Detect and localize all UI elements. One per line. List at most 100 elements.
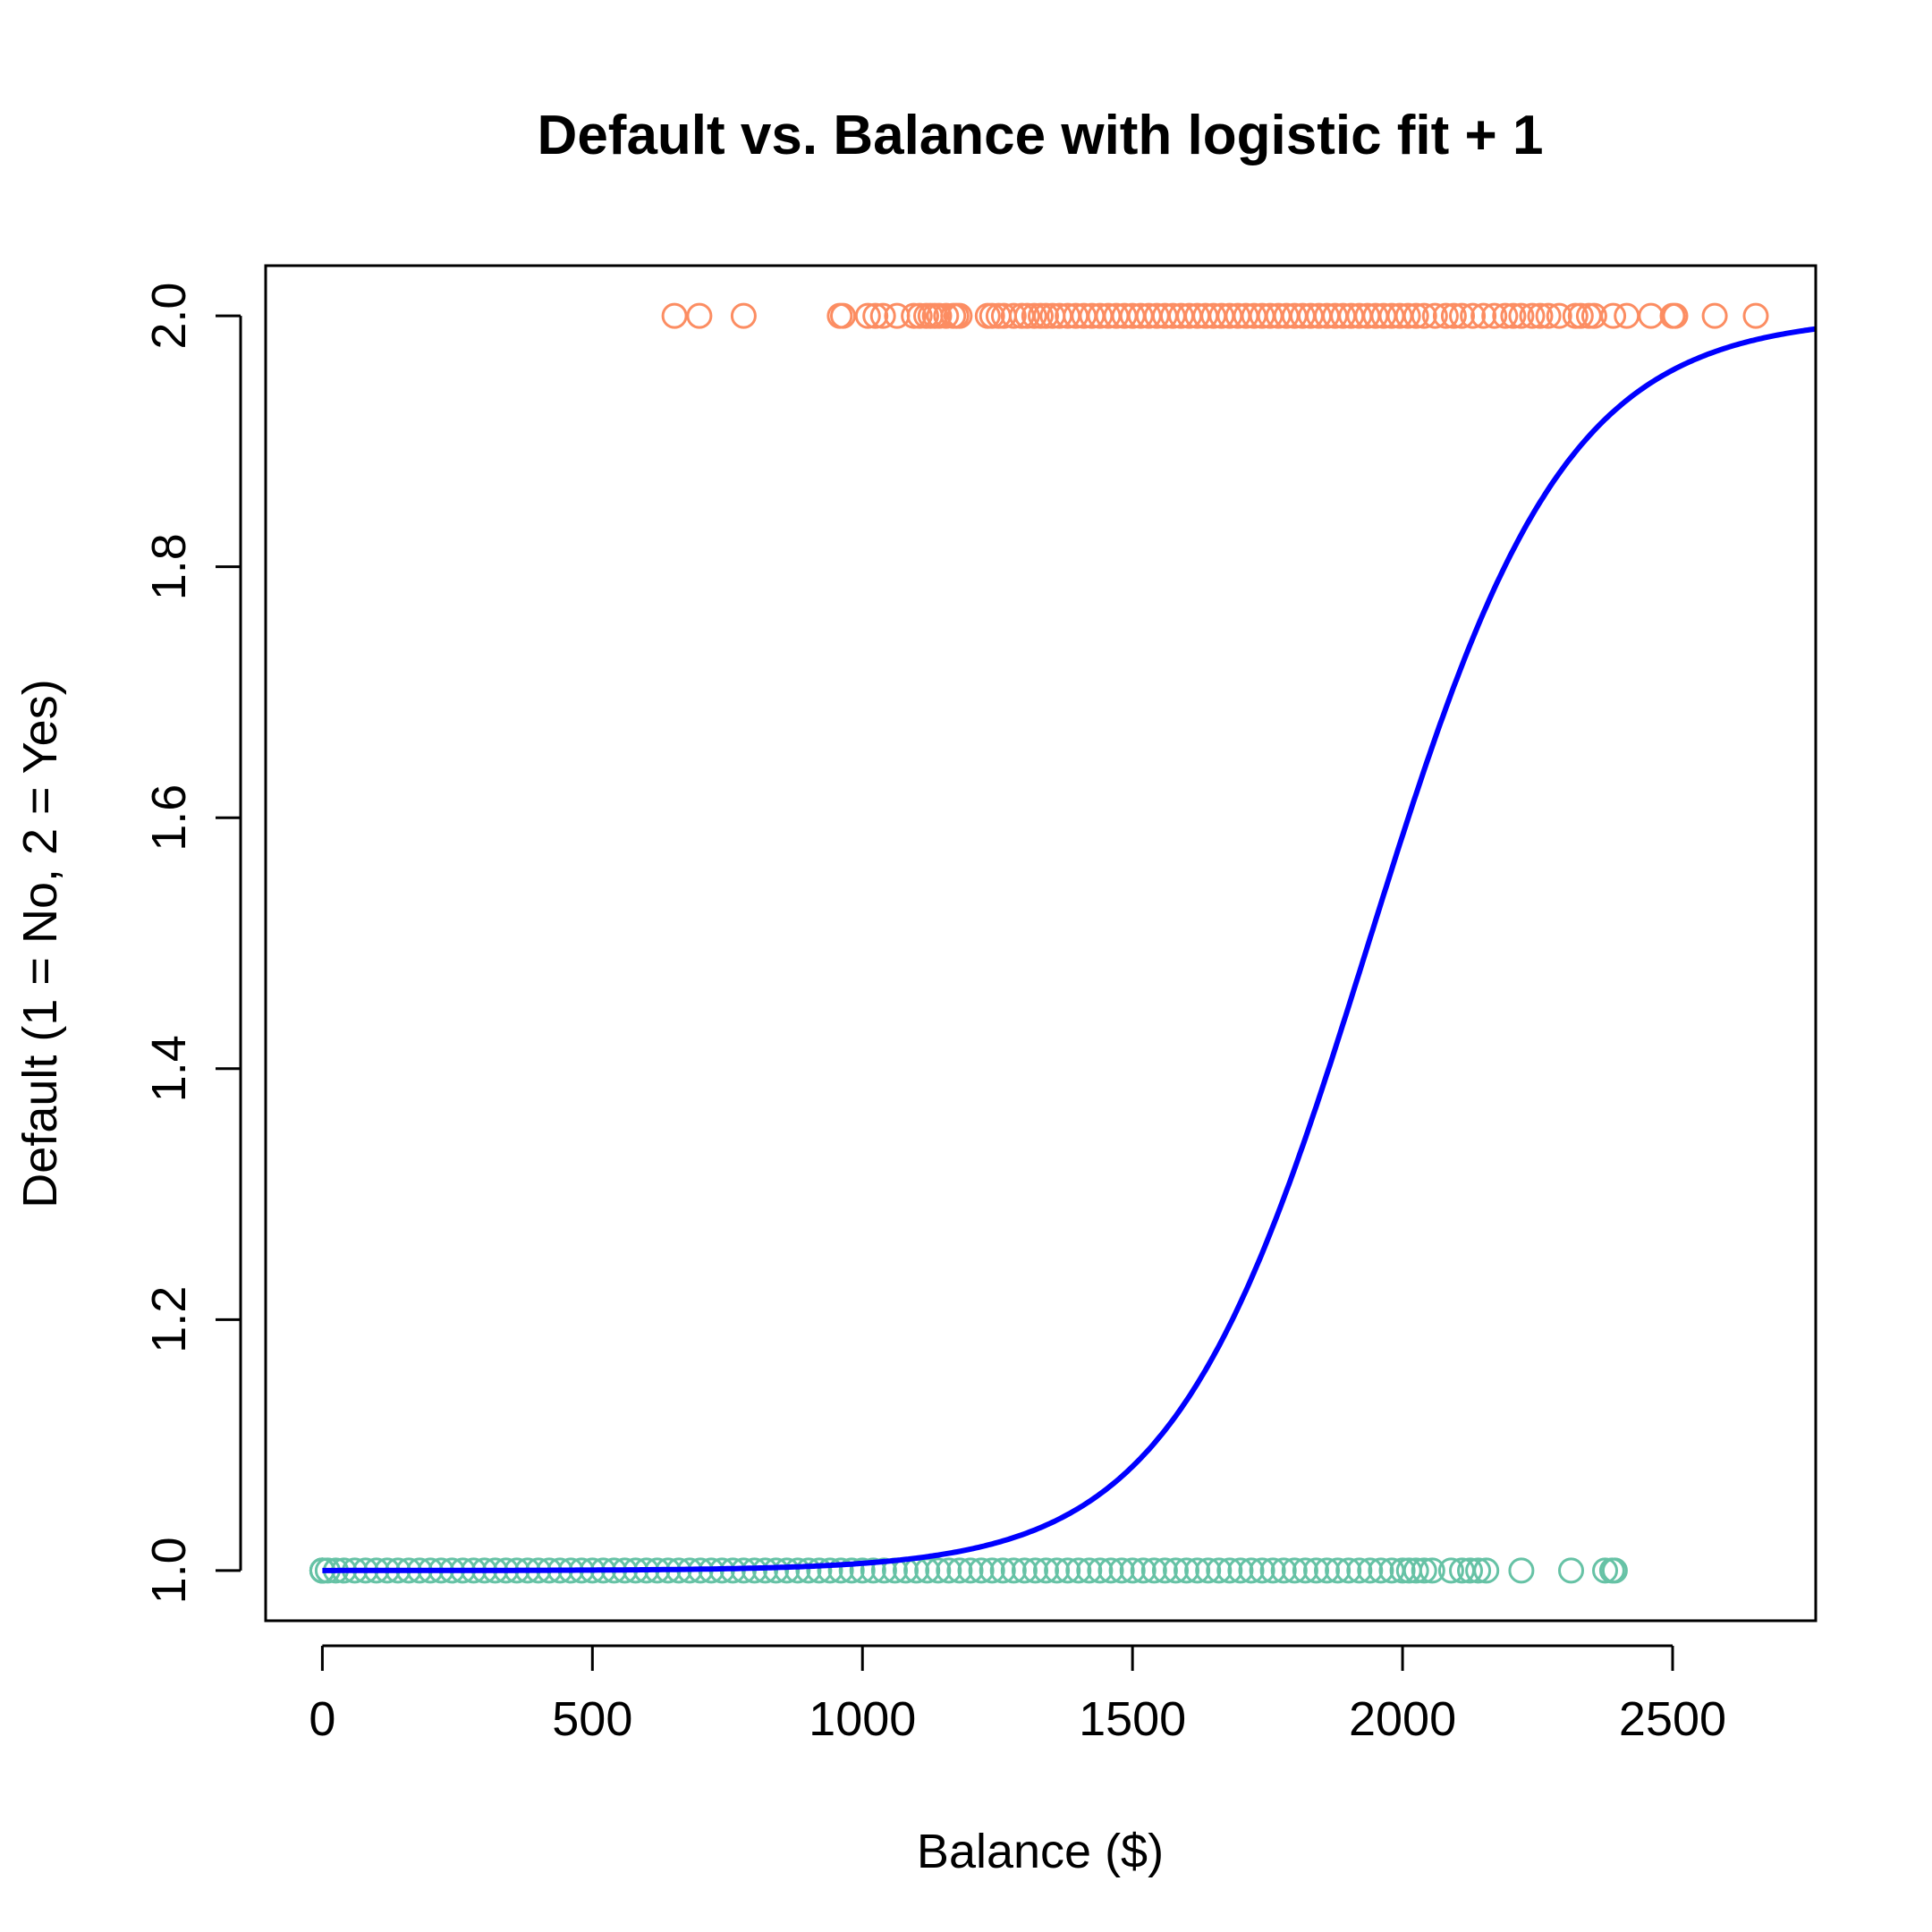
data-point bbox=[989, 1557, 1016, 1584]
data-point bbox=[925, 1557, 952, 1584]
data-point bbox=[1614, 302, 1640, 329]
x-tick-label: 1500 bbox=[1079, 1692, 1186, 1746]
data-point bbox=[1600, 302, 1627, 329]
data-point bbox=[1021, 302, 1047, 329]
data-point bbox=[936, 1557, 962, 1584]
data-point bbox=[1292, 1557, 1318, 1584]
data-point bbox=[1508, 1557, 1535, 1584]
curve-layer bbox=[322, 326, 1817, 1573]
data-point bbox=[1701, 302, 1728, 329]
data-point bbox=[830, 302, 856, 329]
data-point bbox=[1033, 1557, 1059, 1584]
data-point bbox=[686, 302, 713, 329]
y-tick-label: 2.0 bbox=[142, 283, 196, 350]
data-point bbox=[1325, 1557, 1352, 1584]
data-point bbox=[926, 302, 953, 329]
data-point bbox=[1000, 1557, 1027, 1584]
data-point bbox=[1022, 1557, 1048, 1584]
data-point bbox=[1465, 1557, 1492, 1584]
data-point bbox=[1500, 302, 1527, 329]
data-point bbox=[1389, 1557, 1416, 1584]
data-point bbox=[784, 1557, 811, 1584]
data-point bbox=[854, 302, 881, 329]
x-tick-label: 500 bbox=[552, 1692, 632, 1746]
data-point bbox=[1473, 1557, 1500, 1584]
y-tick-label: 1.2 bbox=[142, 1286, 196, 1353]
data-point bbox=[806, 1557, 833, 1584]
data-point bbox=[979, 302, 1005, 329]
data-point bbox=[1567, 302, 1594, 329]
data-point bbox=[1076, 1557, 1103, 1584]
data-point bbox=[1140, 1557, 1167, 1584]
plot-frame bbox=[264, 264, 1818, 1623]
data-point bbox=[1662, 302, 1689, 329]
data-point bbox=[1440, 302, 1467, 329]
data-point bbox=[817, 1557, 843, 1584]
data-point bbox=[1303, 1557, 1329, 1584]
x-axis-label: Balance ($) bbox=[917, 1825, 1164, 1878]
y-tick-label: 1.4 bbox=[142, 1035, 196, 1102]
data-point bbox=[1580, 302, 1607, 329]
data-point bbox=[730, 302, 757, 329]
data-point bbox=[1402, 302, 1429, 329]
data-point bbox=[1163, 1557, 1189, 1584]
data-point bbox=[774, 1557, 801, 1584]
y-tick-label: 1.6 bbox=[142, 784, 196, 852]
data-point bbox=[1481, 302, 1508, 329]
data-point bbox=[1174, 1557, 1199, 1584]
data-point bbox=[1638, 302, 1665, 329]
data-point bbox=[1151, 1557, 1178, 1584]
data-point bbox=[860, 1557, 886, 1584]
data-point bbox=[1449, 302, 1475, 329]
x-tick-label: 0 bbox=[309, 1692, 335, 1746]
logistic-fit-line bbox=[322, 326, 1817, 1573]
data-point bbox=[827, 1557, 854, 1584]
data-point bbox=[933, 302, 960, 329]
data-point bbox=[1394, 302, 1421, 329]
data-point bbox=[1601, 1557, 1628, 1584]
y-axis: 1.0 1.2 1.4 1.6 1.8 2.0 bbox=[142, 283, 242, 1604]
data-point bbox=[1346, 1557, 1373, 1584]
data-point bbox=[1216, 1557, 1243, 1584]
data-point bbox=[1119, 1557, 1146, 1584]
data-point bbox=[901, 302, 928, 329]
data-point bbox=[1195, 1557, 1222, 1584]
data-point bbox=[1457, 1557, 1483, 1584]
data-point bbox=[1470, 302, 1497, 329]
data-point bbox=[979, 1557, 1005, 1584]
data-point bbox=[946, 302, 973, 329]
data-point bbox=[1130, 1557, 1157, 1584]
data-point bbox=[1421, 302, 1448, 329]
chart-title: Default vs. Balance with logistic fit + … bbox=[538, 105, 1544, 166]
x-tick-label: 1000 bbox=[809, 1692, 916, 1746]
data-point bbox=[1013, 302, 1040, 329]
data-point bbox=[1508, 302, 1535, 329]
data-point bbox=[1270, 1557, 1297, 1584]
data-point bbox=[1411, 302, 1437, 329]
data-point bbox=[1527, 302, 1554, 329]
data-point bbox=[1044, 1557, 1071, 1584]
data-point bbox=[1000, 302, 1027, 329]
data-point bbox=[1238, 1557, 1265, 1584]
data-point bbox=[968, 1557, 995, 1584]
data-point bbox=[1184, 1557, 1211, 1584]
plot-area bbox=[264, 264, 1818, 1623]
data-point bbox=[1402, 1557, 1429, 1584]
data-point bbox=[957, 1557, 984, 1584]
data-point bbox=[906, 302, 933, 329]
data-point bbox=[1097, 1557, 1124, 1584]
data-point bbox=[1206, 1557, 1233, 1584]
data-point bbox=[1314, 1557, 1340, 1584]
data-point bbox=[1460, 302, 1487, 329]
data-point bbox=[862, 302, 889, 329]
data-point bbox=[1419, 1557, 1445, 1584]
data-point bbox=[849, 1557, 876, 1584]
data-point bbox=[1546, 302, 1572, 329]
data-point bbox=[1011, 1557, 1038, 1584]
x-axis: 0 500 1000 1500 2000 2500 bbox=[309, 1644, 1726, 1746]
data-point bbox=[1227, 1557, 1254, 1584]
data-point bbox=[1065, 1557, 1092, 1584]
y-tick-label: 1.0 bbox=[142, 1537, 196, 1604]
data-point bbox=[1357, 1557, 1384, 1584]
